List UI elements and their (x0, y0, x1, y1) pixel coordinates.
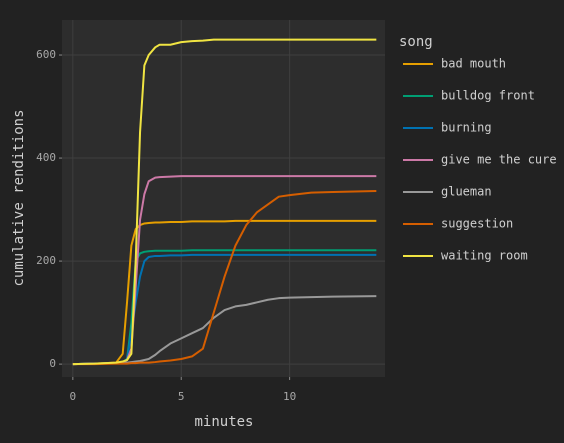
legend-label: bulldog front (441, 89, 535, 103)
legend-title: song (399, 34, 433, 50)
legend-label: burning (441, 121, 492, 135)
legend-label: waiting room (441, 249, 528, 263)
x-tick-label: 10 (283, 390, 296, 403)
x-tick-label: 5 (178, 390, 185, 403)
legend-label: give me the cure (441, 153, 557, 167)
legend-label: bad mouth (441, 57, 506, 71)
legend-label: glueman (441, 185, 492, 199)
series-line (72, 38, 377, 366)
series-line (72, 253, 377, 366)
x-tick-label: 0 (70, 390, 77, 403)
series-line (72, 219, 377, 366)
y-tick-label: 0 (49, 357, 56, 370)
x-axis-label: minutes (194, 414, 253, 430)
legend-label: suggestion (441, 217, 513, 231)
series-line (72, 295, 377, 366)
y-axis-label: cumulative renditions (11, 109, 27, 286)
y-tick-label: 400 (36, 151, 56, 164)
panel (62, 20, 385, 377)
y-tick-label: 200 (36, 254, 56, 267)
y-tick-label: 600 (36, 48, 56, 61)
series-line (72, 190, 377, 366)
